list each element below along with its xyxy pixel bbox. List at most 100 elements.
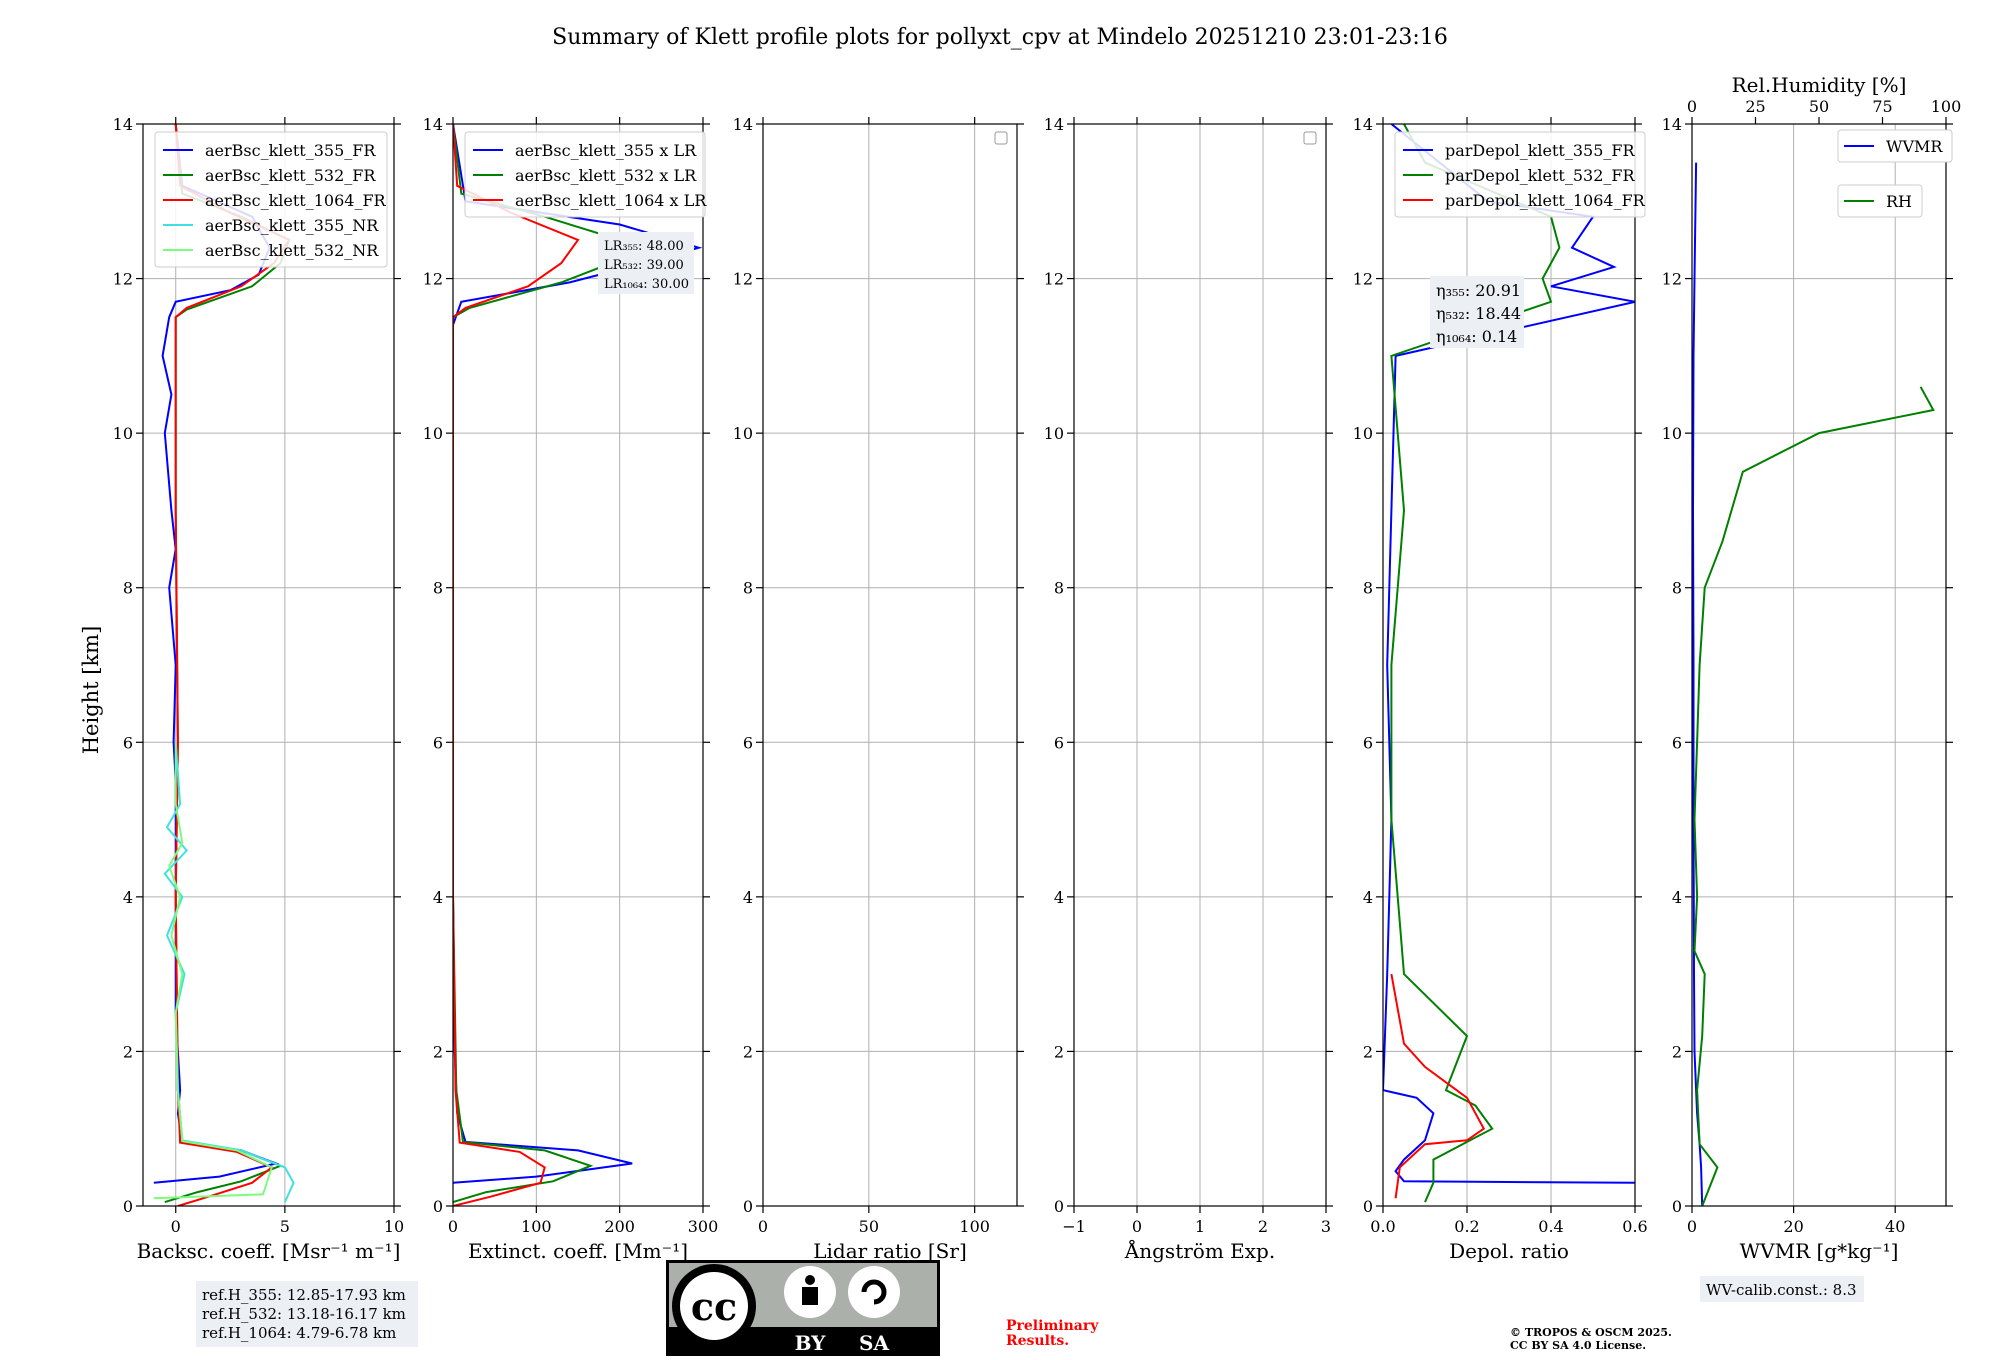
legend-label: aerBsc_klett_532_NR — [205, 241, 379, 260]
y-tick-label: 0 — [433, 1197, 443, 1216]
plot-frame — [762, 123, 1018, 1207]
legend-label: aerBsc_klett_355_NR — [205, 216, 379, 235]
x-axis-label: WVMR [g*kg⁻¹] — [1740, 1239, 1899, 1263]
y-tick-label: 4 — [743, 888, 753, 907]
panel-lidar_ratio: 0 2 4 6 8 10 12 14 0 50 100 Lidar ratio [Sr] — [733, 115, 1024, 1263]
y-tick-label: 10 — [1662, 424, 1682, 443]
sa-text: SA — [859, 1331, 889, 1355]
y-tick-label: 6 — [1672, 733, 1682, 752]
legend-box — [464, 131, 706, 218]
x-axis-label: Backsc. coeff. [Msr⁻¹ m⁻¹] — [137, 1239, 401, 1263]
x-axis-label: Depol. ratio — [1449, 1239, 1569, 1263]
lr-value: LR₁₀₆₄: 30.00 — [604, 277, 689, 292]
series-aerBsc_klett_532_NR — [153, 742, 274, 1200]
eta-value: η₃₅₅: 20.91 — [1436, 281, 1521, 300]
y-tick-label: 2 — [123, 1042, 133, 1061]
y-tick-label: 6 — [123, 733, 133, 752]
eta-value: η₅₃₂: 18.44 — [1436, 304, 1521, 323]
y-tick-label: 10 — [1353, 424, 1373, 443]
cc-letters: cc — [691, 1284, 737, 1329]
series-RH — [1693, 386, 1935, 1206]
sa-icon — [848, 1266, 900, 1318]
y-tick-label: 14 — [1353, 115, 1373, 134]
x-axis-label: Ångström Exp. — [1124, 1238, 1275, 1263]
by-icon-body — [802, 1287, 818, 1305]
ref-h-1064: ref.H_1064: 4.79-6.78 km — [202, 1324, 396, 1342]
y-tick-label: 12 — [423, 270, 443, 289]
series-aerBsc_klett_1064 x LR — [453, 124, 580, 1206]
cc-circle-inner — [680, 1272, 748, 1340]
wv-calib-box: WV-calib.const.: 8.3 — [1700, 1276, 1864, 1302]
y-axis-label: Height [km] — [79, 626, 103, 755]
y-tick-label: 12 — [1662, 270, 1682, 289]
x-tick-label: 40 — [1885, 1217, 1905, 1236]
empty-legend-box — [1303, 131, 1317, 145]
ref-h-355: ref.H_355: 12.85-17.93 km — [202, 1286, 406, 1304]
top-x-tick-label: 0 — [1687, 97, 1697, 116]
y-tick-label: 0 — [743, 1197, 753, 1216]
series-aerBsc_klett_355_NR — [163, 742, 295, 1203]
y-tick-label: 6 — [433, 733, 443, 752]
y-tick-label: 4 — [1054, 888, 1064, 907]
y-tick-label: 8 — [1054, 579, 1064, 598]
series-WVMR — [1692, 162, 1704, 1206]
y-tick-label: 4 — [1672, 888, 1682, 907]
eta-box — [1430, 276, 1524, 348]
y-tick-label: 8 — [123, 579, 133, 598]
lr-value: LR₅₃₂: 39.00 — [604, 258, 684, 273]
x-tick-label: 20 — [1783, 1217, 1803, 1236]
top-x-tick-label: 100 — [1931, 97, 1962, 116]
y-tick-label: 12 — [1044, 270, 1064, 289]
top-x-tick-label: 50 — [1809, 97, 1829, 116]
x-tick-label: 1 — [1195, 1217, 1205, 1236]
y-tick-label: 2 — [743, 1042, 753, 1061]
y-tick-label: 10 — [113, 424, 133, 443]
series-aerBsc_klett_532_FR — [164, 124, 291, 1204]
y-tick-label: 0 — [123, 1197, 133, 1216]
empty-legend-box — [994, 131, 1008, 145]
y-tick-label: 8 — [1363, 579, 1373, 598]
y-tick-label: 4 — [433, 888, 443, 907]
y-tick-label: 14 — [113, 115, 133, 134]
series-parDepol_klett_355_FR — [1383, 124, 1635, 1184]
y-tick-label: 6 — [1363, 733, 1373, 752]
legend-box — [1394, 131, 1646, 218]
preliminary-line2: Results. — [1006, 1333, 1069, 1349]
legend-box — [1837, 129, 1953, 163]
x-tick-label: 0.0 — [1370, 1217, 1395, 1236]
y-tick-label: 12 — [113, 270, 133, 289]
y-tick-label: 0 — [1672, 1197, 1682, 1216]
top-x-tick-label: 25 — [1745, 97, 1765, 116]
legend-label: RH — [1886, 192, 1912, 211]
y-tick-label: 12 — [733, 270, 753, 289]
ref-height-box: ref.H_355: 12.85-17.93 km ref.H_532: 13.… — [196, 1281, 418, 1347]
legend-label: aerBsc_klett_1064_FR — [205, 191, 387, 210]
series-parDepol_klett_1064_FR — [1390, 973, 1486, 1199]
x-tick-label: 50 — [859, 1217, 879, 1236]
y-tick-label: 4 — [123, 888, 133, 907]
copyright-line1: © TROPOS & OSCM 2025. — [1510, 1326, 1672, 1339]
by-text: BY — [795, 1331, 827, 1355]
y-tick-label: 14 — [733, 115, 753, 134]
y-tick-label: 0 — [1363, 1197, 1373, 1216]
lr-box — [598, 232, 694, 294]
x-tick-label: −1 — [1062, 1217, 1086, 1236]
plot-frame — [452, 123, 704, 1207]
y-tick-label: 0 — [1054, 1197, 1064, 1216]
x-tick-label: 0 — [1687, 1217, 1697, 1236]
ref-height-box-bg — [196, 1281, 418, 1347]
eta-value: η₁₀₆₄: 0.14 — [1436, 327, 1517, 346]
wv-calib-box-bg — [1700, 1276, 1864, 1302]
cc-license-badge: cc BY SA — [666, 1260, 940, 1356]
x-tick-label: 0.6 — [1622, 1217, 1647, 1236]
series-aerBsc_klett_1064_FR — [174, 124, 291, 1206]
legend-label: aerBsc_klett_1064 x LR — [515, 191, 707, 210]
legend-label: parDepol_klett_1064_FR — [1445, 191, 1646, 210]
x-axis-label: Lidar ratio [Sr] — [813, 1239, 967, 1263]
y-tick-label: 10 — [423, 424, 443, 443]
y-tick-label: 10 — [1044, 424, 1064, 443]
sa-icon-arrow — [861, 1279, 887, 1305]
